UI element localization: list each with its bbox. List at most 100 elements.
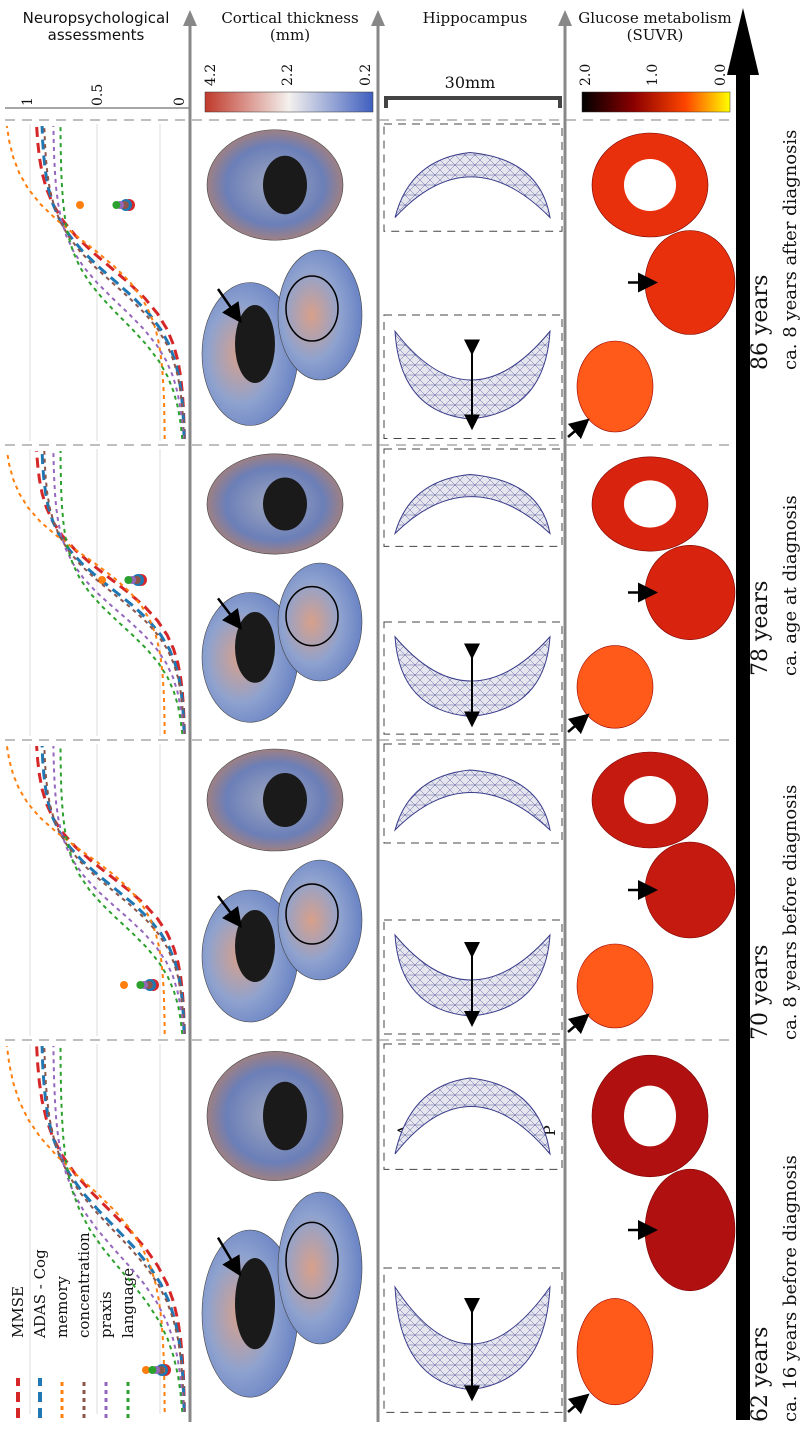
brain-arrow: [217, 895, 242, 928]
hippocampus-top: [394, 1077, 551, 1156]
pet-axial-hole: [624, 159, 676, 211]
header-glucose-text: Glucose metabolism (SUVR): [578, 9, 732, 44]
scale-bar-text: 30mm: [444, 73, 496, 92]
hippocampus-bottom: [394, 1285, 551, 1391]
pet-sagittal-arrow: [567, 418, 590, 440]
region-circle: [285, 1221, 339, 1300]
curve-dot-5: [112, 201, 121, 209]
brain-ventricle: [263, 477, 307, 531]
curve-5: [59, 125, 184, 440]
curve-2: [5, 745, 166, 1035]
hippocampus-bottom: [394, 329, 551, 420]
header-cortical: Cortical thickness (mm): [200, 10, 380, 44]
column-axes: [188, 22, 567, 1422]
pet-coronal-slice: [644, 230, 736, 335]
hippocampus-bottom: [394, 635, 551, 717]
hippo-box-top: [383, 1043, 563, 1170]
pet-coronal-slice: [644, 841, 736, 939]
curve-1: [40, 450, 186, 735]
curve-2: [5, 1045, 166, 1413]
hippo-box-bottom: [383, 314, 563, 439]
cortical-colorbar: [204, 91, 374, 113]
brain-arrow: [216, 1236, 242, 1277]
assessment-curves: [5, 124, 186, 1414]
region-circle: [285, 883, 339, 945]
hippocampus-top: [394, 473, 551, 536]
hippo-box-top: [383, 123, 563, 232]
hippocampus-top: [394, 769, 551, 832]
pet-sagittal-arrow: [567, 1013, 590, 1035]
glucose-colorbar: [581, 91, 731, 113]
axis-arrowheads: [183, 10, 572, 26]
header-hippo-text: Hippocampus: [422, 9, 528, 27]
header-cortical-text: Cortical thickness (mm): [221, 9, 359, 44]
pet-axial-hole: [624, 776, 676, 824]
hippo-box-bottom: [383, 621, 563, 735]
curve-dot-2: [98, 576, 106, 584]
brain-medial-dark: [235, 305, 275, 383]
brain-medial-dark: [235, 612, 275, 683]
curve-4: [52, 1045, 185, 1413]
brain-panels: [201, 123, 736, 1415]
header-neuro: Neuropsychological assessments: [0, 10, 192, 44]
pet-sagittal-arrow: [567, 1393, 590, 1415]
pet-coronal-slice: [644, 544, 736, 640]
hippo-box-bottom: [383, 1267, 563, 1413]
curve-0: [35, 1045, 186, 1413]
brain-lateral-view: [277, 1191, 363, 1345]
region-circle: [285, 275, 339, 342]
brain-medial-dark: [235, 910, 275, 982]
pet-sagittal-slice: [576, 645, 654, 729]
brain-ventricle: [263, 1081, 307, 1151]
pet-sagittal-slice: [576, 943, 654, 1029]
pet-axial-hole: [624, 480, 676, 528]
pet-sagittal-slice: [576, 1298, 654, 1406]
curve-dot-2: [142, 1366, 150, 1374]
curve-dot-5: [148, 1366, 157, 1374]
pet-sagittal-arrow: [567, 713, 590, 735]
curve-2: [5, 450, 166, 735]
timepoint-separators: [5, 119, 735, 1041]
curve-3: [43, 125, 185, 440]
curve-3: [43, 1045, 185, 1413]
hippocampus-bottom: [394, 933, 551, 1017]
brain-lateral-view: [277, 859, 363, 981]
hippocampus-top: [394, 151, 551, 219]
brain-medial-dark: [235, 1258, 275, 1350]
curve-0: [35, 450, 186, 735]
header-neuro-text: Neuropsychological assessments: [22, 9, 170, 44]
curve-5: [59, 450, 184, 735]
header-glucose: Glucose metabolism (SUVR): [575, 10, 735, 44]
curve-2: [5, 125, 166, 440]
brain-arrow: [216, 288, 242, 324]
hippo-box-bottom: [383, 919, 563, 1035]
brain-lateral-view: [277, 249, 363, 381]
hippo-box-top: [383, 743, 563, 844]
curve-dot-5: [124, 576, 133, 584]
time-arrow: [727, 8, 759, 1420]
scale-bar: [384, 96, 562, 108]
curve-1: [40, 125, 186, 440]
brain-arrow: [217, 597, 243, 630]
pet-axial-hole: [624, 1085, 676, 1147]
brain-ventricle: [263, 155, 307, 215]
region-circle: [285, 585, 339, 647]
curve-dot-2: [120, 981, 128, 989]
header-hippo: Hippocampus: [385, 10, 565, 27]
curve-dot-2: [76, 201, 84, 209]
curve-4: [52, 125, 185, 440]
curve-dot-5: [136, 981, 145, 989]
curve-0: [35, 125, 186, 440]
curve-5: [59, 1045, 184, 1413]
curve-4: [52, 745, 185, 1035]
curve-5: [59, 745, 184, 1035]
scale-bar-label: 30mm: [420, 74, 520, 91]
brain-ventricle: [263, 773, 307, 827]
pet-sagittal-slice: [576, 340, 654, 433]
legend-swatches: [16, 1378, 130, 1418]
pet-coronal-slice: [644, 1168, 736, 1292]
brain-lateral-view: [277, 562, 363, 682]
hippo-box-top: [383, 448, 563, 547]
curve-3: [43, 745, 185, 1035]
